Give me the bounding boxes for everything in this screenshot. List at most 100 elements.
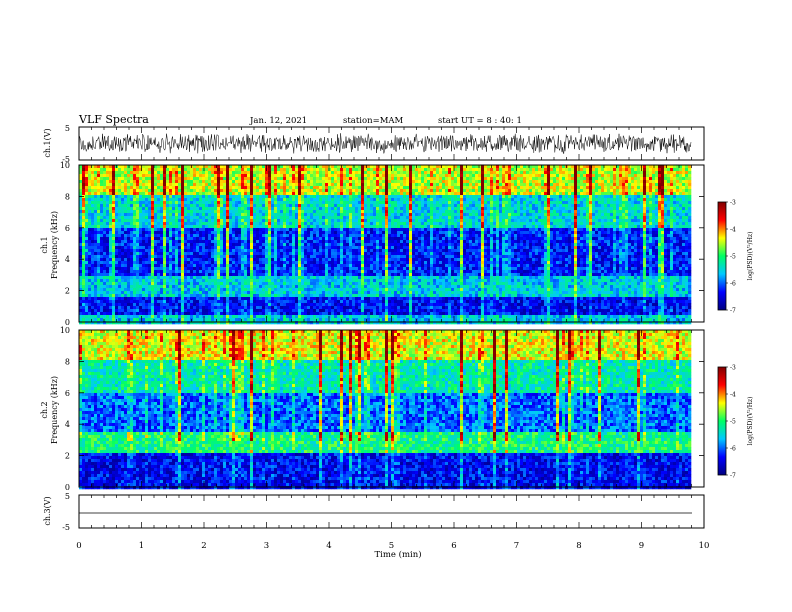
spectrogram-cell — [220, 189, 224, 193]
spectrogram-cell — [475, 210, 479, 214]
spectrogram-cell — [499, 204, 503, 208]
spectrogram-cell — [232, 174, 236, 178]
spectrogram-cell — [349, 234, 353, 238]
spectrogram-cell — [292, 228, 296, 232]
spectrogram-cell — [208, 213, 212, 217]
spectrogram-cell — [232, 237, 236, 241]
spectrogram-cell — [370, 168, 374, 172]
spectrogram-cell — [262, 192, 266, 196]
spectrogram-cell — [535, 228, 539, 232]
spectrogram-cell — [220, 231, 224, 235]
spectrogram-cell — [154, 177, 158, 181]
spectrogram-cell — [244, 180, 248, 184]
spectrogram-cell — [670, 171, 674, 175]
spectrogram-cell — [580, 186, 584, 190]
spectrogram-cell — [226, 213, 230, 217]
spectrogram-cell — [310, 165, 314, 169]
spectrogram-cell — [577, 174, 581, 178]
spectrogram-cell — [508, 183, 512, 187]
spectrogram-cell — [118, 210, 122, 214]
spectrogram-cell — [124, 234, 128, 238]
spectrogram-cell — [643, 198, 647, 202]
spectrogram-cell — [568, 228, 572, 232]
spectrogram-cell — [661, 186, 665, 190]
spectrogram-cell — [148, 216, 152, 220]
spectrogram-cell — [595, 222, 599, 226]
spectrogram-cell — [238, 177, 242, 181]
spectrogram-cell — [391, 207, 395, 211]
spectrogram-cell — [310, 234, 314, 238]
spectrogram-cell — [487, 210, 491, 214]
spectrogram-cell — [508, 207, 512, 211]
spectrogram-cell — [472, 198, 476, 202]
spectrogram-cell — [682, 216, 686, 220]
spectrogram-cell — [334, 183, 338, 187]
spectrogram-cell — [502, 195, 506, 199]
spectrogram-cell — [115, 213, 119, 217]
spectrogram-cell — [415, 192, 419, 196]
spectrogram-cell — [421, 213, 425, 217]
spectrogram-cell — [478, 210, 482, 214]
spectrogram-cell — [238, 183, 242, 187]
spectrogram-cell — [178, 210, 182, 214]
spectrogram-cell — [559, 216, 563, 220]
spectrogram-cell — [451, 213, 455, 217]
spectrogram-cell — [88, 192, 92, 196]
spectrogram-cell — [394, 168, 398, 172]
spectrogram-cell — [505, 183, 509, 187]
spectrogram-cell — [346, 180, 350, 184]
spectrogram-cell — [493, 168, 497, 172]
spectrogram-cell — [94, 204, 98, 208]
spectrogram-cell — [115, 219, 119, 223]
spectrogram-cell — [136, 216, 140, 220]
spectrogram-cell — [577, 177, 581, 181]
spectrogram-cell — [259, 180, 263, 184]
spectrogram-cell — [268, 201, 272, 205]
spectrogram-cell — [157, 183, 161, 187]
spectrogram-cell — [136, 189, 140, 193]
spectrogram-cell — [250, 225, 254, 229]
spectrogram-cell — [643, 177, 647, 181]
spectrogram-cell — [376, 168, 380, 172]
spectrogram-cell — [337, 204, 341, 208]
spectrogram-cell — [148, 204, 152, 208]
spectrogram-cell — [430, 192, 434, 196]
spectrogram-cell — [427, 198, 431, 202]
spectrogram-cell — [508, 165, 512, 169]
spectrogram-cell — [241, 231, 245, 235]
spectrogram-cell — [607, 228, 611, 232]
spectrogram-cell — [361, 201, 365, 205]
spectrogram-cell — [97, 237, 101, 241]
spectrogram-cell — [349, 204, 353, 208]
spectrogram-cell — [304, 219, 308, 223]
spectrogram-cell — [322, 189, 326, 193]
spectrogram-cell — [172, 228, 176, 232]
spectrogram-cell — [628, 171, 632, 175]
spectrogram-cell — [631, 207, 635, 211]
spectrogram-cell — [256, 165, 260, 169]
spectrogram-cell — [214, 222, 218, 226]
spectrogram-cell — [364, 165, 368, 169]
spectrogram-cell — [457, 177, 461, 181]
spectrogram-cell — [106, 180, 110, 184]
spectrogram-cell — [583, 165, 587, 169]
spectrogram-cell — [475, 165, 479, 169]
spectrogram-cell — [397, 177, 401, 181]
spectrogram-cell — [478, 168, 482, 172]
spectrogram-cell — [163, 186, 167, 190]
spectrogram-cell — [370, 195, 374, 199]
spectrogram-cell — [262, 186, 266, 190]
spectrogram-cell — [685, 186, 689, 190]
spectrogram-cell — [493, 213, 497, 217]
spectrogram-cell — [82, 186, 86, 190]
spectrogram-cell — [382, 201, 386, 205]
spectrogram-cell — [511, 234, 515, 238]
spectrogram-cell — [322, 168, 326, 172]
spectrogram-cell — [556, 213, 560, 217]
spectrogram-cell — [211, 192, 215, 196]
spectrogram-cell — [181, 201, 185, 205]
spectrogram-cell — [490, 174, 494, 178]
spectrogram-cell — [529, 177, 533, 181]
spectrogram-cell — [598, 219, 602, 223]
spectrogram-cell — [535, 225, 539, 229]
